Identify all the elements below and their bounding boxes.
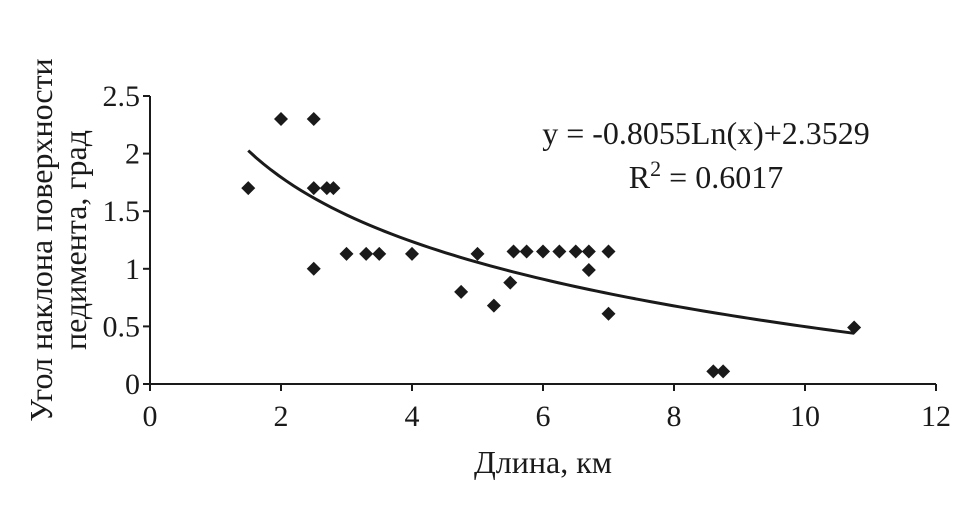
data-point — [536, 244, 550, 259]
data-point — [581, 262, 596, 277]
data-point — [552, 244, 567, 259]
x-tick-label: 8 — [667, 400, 682, 433]
x-tick-label: 10 — [790, 400, 820, 433]
data-point — [274, 112, 288, 127]
r-squared-value: = 0.6017 — [661, 159, 783, 195]
r-squared-superscript: 2 — [650, 156, 661, 181]
data-point — [359, 246, 374, 261]
x-tick-label: 2 — [274, 400, 289, 433]
x-axis-ticks: 0 2 4 6 8 10 12 — [143, 384, 951, 433]
y-tick-label: 0 — [125, 368, 140, 401]
y-tick-label: 1 — [125, 253, 140, 286]
trendline — [247, 149, 855, 335]
y-axis-ticks: 0 0.5 1 1.5 2 2.5 — [103, 80, 150, 401]
data-point — [454, 284, 469, 299]
y-axis-title-line1: Угол наклона поверхности — [23, 58, 59, 421]
data-point — [372, 246, 387, 261]
data-point — [470, 246, 485, 261]
x-tick-label: 12 — [921, 400, 951, 433]
data-point — [568, 244, 583, 259]
data-point — [706, 364, 721, 379]
y-tick-label: 0.5 — [103, 310, 141, 343]
data-points — [241, 112, 862, 379]
data-point — [306, 181, 321, 196]
y-tick-label: 2 — [125, 138, 140, 171]
data-point — [506, 244, 521, 259]
r-squared-label: R2 = 0.6017 — [629, 156, 783, 195]
data-point — [503, 275, 518, 290]
data-point — [601, 306, 616, 321]
x-tick-label: 4 — [405, 400, 420, 433]
data-point — [519, 244, 534, 259]
data-point — [306, 112, 321, 127]
trendline-equation: y = -0.8055Ln(x)+2.3529 — [542, 115, 870, 151]
x-tick-label: 0 — [143, 400, 158, 433]
data-point — [306, 261, 321, 276]
data-point — [339, 246, 354, 261]
r-squared-prefix: R — [629, 159, 651, 195]
y-tick-label: 1.5 — [103, 195, 141, 228]
x-tick-label: 6 — [536, 400, 551, 433]
data-point — [405, 246, 419, 261]
x-axis-title: Длина, км — [474, 444, 612, 480]
data-point — [847, 320, 862, 335]
y-axis-title-line2: педимента, град — [57, 130, 93, 350]
data-point — [716, 364, 731, 379]
data-point — [486, 298, 501, 313]
data-point — [241, 181, 256, 196]
data-point — [601, 244, 616, 259]
data-point — [326, 181, 341, 196]
y-tick-label: 2.5 — [103, 80, 141, 113]
data-point — [581, 244, 596, 259]
